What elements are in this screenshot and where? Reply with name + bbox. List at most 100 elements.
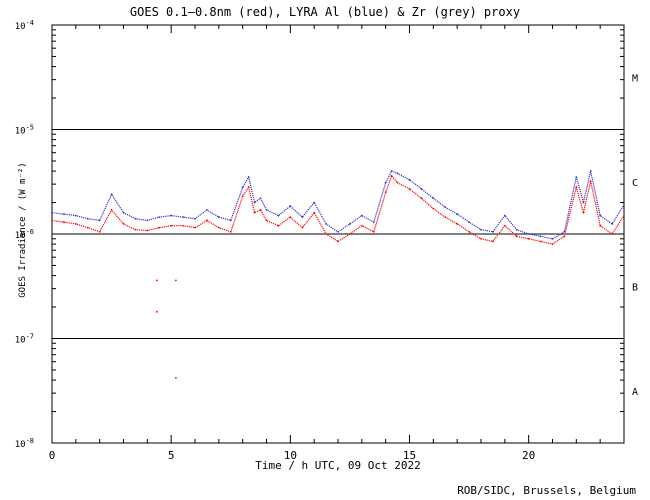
data-point (313, 211, 316, 214)
series-line (51, 170, 625, 240)
y-tick-labels: 10-8 10-7 10-6 10-5 10-4 (15, 19, 34, 450)
data-point (492, 240, 494, 243)
data-point (170, 214, 173, 217)
data-point (599, 214, 602, 217)
data-point (206, 209, 208, 211)
data-point (503, 224, 506, 227)
data-point (420, 188, 423, 190)
data-point (492, 230, 494, 233)
data-point (582, 211, 585, 214)
data-point (217, 226, 220, 229)
data-point (259, 209, 262, 211)
series-lyra-al (51, 170, 625, 240)
data-point (408, 178, 411, 181)
data-point (51, 219, 53, 222)
y-tick-label: 10-4 (15, 19, 34, 32)
data-point (74, 214, 77, 217)
data-point (360, 214, 363, 217)
data-point (74, 222, 77, 225)
flare-class-label: A (632, 387, 638, 398)
data-point (349, 233, 351, 235)
data-point (575, 186, 578, 189)
data-point (325, 233, 327, 235)
y-tick-label: 10-8 (15, 437, 34, 450)
data-point (158, 216, 161, 219)
data-point (337, 240, 339, 243)
data-point (217, 216, 220, 219)
data-point (539, 235, 542, 238)
data-point (599, 224, 602, 227)
data-point (265, 209, 268, 211)
credit-label: ROB/SIDC, Brussels, Belgium (457, 484, 636, 497)
data-point (582, 201, 585, 204)
data-point (182, 216, 184, 219)
data-point (241, 195, 244, 198)
data-point (229, 219, 232, 222)
data-point (551, 243, 554, 246)
data-point (247, 186, 250, 189)
data-point (86, 217, 89, 220)
data-point (432, 197, 435, 200)
flare-class-labels: A B C M (632, 73, 638, 398)
data-point (194, 217, 196, 220)
data-point (480, 228, 482, 231)
data-point (444, 216, 447, 219)
outlier-point (175, 376, 177, 379)
data-point (444, 206, 447, 209)
data-point (229, 230, 232, 233)
data-point (289, 205, 292, 207)
data-point (253, 211, 256, 214)
data-point (539, 240, 542, 243)
data-point (289, 216, 292, 219)
data-point (623, 214, 625, 217)
data-point (589, 170, 592, 172)
data-point (134, 228, 137, 231)
data-point (527, 233, 530, 235)
x-tick-labels: 0 5 10 15 20 (49, 449, 536, 462)
data-point (503, 214, 506, 217)
data-point (432, 207, 435, 210)
data-point (408, 188, 411, 190)
outlier-point (155, 279, 158, 282)
data-point (396, 181, 399, 184)
data-point (253, 201, 256, 204)
data-point (265, 219, 268, 222)
data-point (277, 224, 280, 227)
data-point (611, 233, 613, 235)
data-point (134, 217, 137, 220)
data-point (158, 226, 161, 229)
x-axis-label: Time / h UTC, 09 Oct 2022 (255, 459, 421, 472)
chart-title: GOES 0.1–0.8nm (red), LYRA Al (blue) & Z… (129, 5, 521, 19)
y-tick-label: 10-7 (15, 333, 34, 346)
data-point (146, 219, 149, 222)
data-point (110, 193, 113, 196)
data-point (63, 221, 65, 223)
y-axis-label: GOES Irradiance / (W m⁻²) (18, 162, 28, 298)
flare-class-label: M (632, 73, 638, 84)
data-point (325, 222, 327, 225)
data-point (372, 230, 375, 233)
data-point (515, 235, 518, 238)
data-point (86, 226, 89, 229)
x-tick-label: 10 (284, 449, 297, 462)
gridlines (52, 129, 624, 339)
x-tick-label: 15 (403, 449, 416, 462)
data-point (194, 226, 196, 229)
x-tick-label: 20 (522, 449, 535, 462)
y-tick-label: 10-6 (15, 228, 34, 241)
flare-class-label: C (632, 178, 638, 189)
data-point (206, 219, 208, 222)
series-goes (51, 174, 625, 246)
data-point (575, 176, 578, 179)
data-point (390, 170, 393, 172)
data-point (551, 237, 554, 240)
data-point (396, 172, 399, 175)
data-point (301, 216, 304, 219)
data-point (623, 203, 625, 206)
data-point (611, 222, 613, 225)
data-point (259, 197, 262, 200)
y-axis-ticks (52, 29, 624, 444)
data-point (349, 222, 351, 225)
data-point (277, 214, 280, 217)
data-point (589, 180, 592, 183)
